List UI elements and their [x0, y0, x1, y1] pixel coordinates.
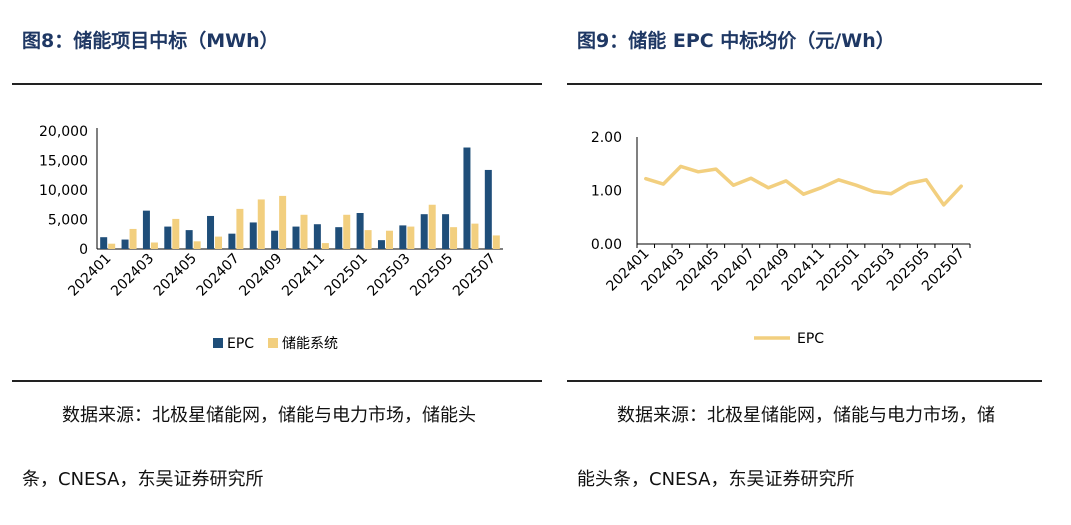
bar-system — [450, 227, 458, 249]
bar-epc — [292, 226, 300, 249]
bar-system — [407, 226, 415, 249]
y-tick-label: 0 — [79, 242, 88, 258]
x-tick-label: 202503 — [365, 251, 414, 300]
bar-epc — [121, 239, 129, 249]
right-source-note: 数据来源：北极星储能网，储能与电力市场，储 能头条，CNESA，东吴证券研究所 — [577, 384, 1047, 512]
x-tick-label: 202507 — [450, 251, 499, 300]
bar-system — [492, 235, 500, 249]
x-tick-label: 202407 — [194, 251, 243, 300]
bar-system — [193, 241, 201, 249]
bar-system — [385, 230, 393, 249]
bar-system — [129, 228, 137, 249]
bar-epc — [100, 237, 108, 249]
right-top-rule — [567, 83, 1042, 85]
bar-epc — [420, 214, 428, 249]
bar-system — [343, 214, 351, 249]
x-tick-label: 202409 — [236, 251, 285, 300]
y-tick-label: 1.00 — [591, 184, 622, 200]
y-tick-label: 0.00 — [591, 237, 622, 253]
line-series-epc — [644, 164, 963, 207]
bar-epc — [356, 213, 364, 249]
left-source-line-2: 条，CNESA，东吴证券研究所 — [22, 469, 264, 490]
y-tick-label: 2.00 — [591, 130, 622, 146]
bar-epc — [399, 225, 407, 249]
left-bottom-rule — [12, 380, 542, 382]
bar-epc — [207, 215, 215, 249]
y-tick-label: 10,000 — [39, 183, 88, 199]
right-figure-panel: 图9：储能 EPC 中标均价（元/Wh） 2.00 1.00 0.00 202401 2… — [555, 0, 1071, 525]
bar-system — [150, 242, 158, 249]
bar-system — [321, 243, 329, 249]
bar-epc — [377, 240, 385, 249]
right-source-line-2: 能头条，CNESA，东吴证券研究所 — [577, 469, 855, 490]
bar-epc — [463, 147, 471, 249]
bar-system — [364, 230, 372, 249]
bar-system — [428, 204, 436, 249]
bar-epc — [228, 233, 236, 249]
left-source-note: 数据来源：北极星储能网，储能与电力市场，储能头 条，CNESA，东吴证券研究所 — [22, 384, 542, 512]
bar-system — [471, 223, 479, 249]
bar-epc — [185, 230, 193, 249]
legend-label-epc: EPC — [797, 331, 824, 347]
bar-system — [215, 236, 223, 249]
bar-epc — [335, 227, 343, 249]
right-figure-title: 图9：储能 EPC 中标均价（元/Wh） — [577, 30, 895, 52]
bar-system — [257, 199, 265, 249]
legend-swatch-system — [268, 338, 278, 348]
bar-epc — [164, 226, 172, 249]
bar-epc — [442, 214, 450, 249]
right-bottom-rule — [567, 380, 1042, 382]
bar-epc — [484, 169, 492, 249]
y-tick-label: 5,000 — [48, 213, 88, 229]
y-tick-label: 15,000 — [39, 154, 88, 170]
left-source-line-1: 数据来源：北极星储能网，储能与电力市场，储能头 — [62, 405, 476, 426]
left-top-rule — [12, 83, 542, 85]
legend-swatch-epc — [213, 338, 223, 348]
bar-system — [279, 195, 287, 249]
x-tick-label: 202401 — [65, 251, 114, 300]
right-source-line-1: 数据来源：北极星储能网，储能与电力市场，储 — [617, 405, 995, 426]
x-tick-label: 202505 — [407, 251, 456, 300]
line-chart: 2.001.000.002024012024032024052024072024… — [591, 130, 971, 347]
bar-epc — [142, 210, 150, 249]
bar-chart: 20,00015,00010,0005,00002024012024032024… — [39, 124, 503, 352]
bar-epc — [271, 230, 279, 249]
left-figure-panel: 图8：储能项目中标（MWh） 20,000 15,000 10,000 5,000 0 2… — [12, 30, 542, 512]
legend-label-system: 储能系统 — [282, 336, 338, 352]
bar-epc — [249, 222, 257, 249]
bar-system — [108, 243, 116, 249]
legend-label-epc: EPC — [227, 336, 254, 352]
bar-system — [172, 218, 180, 249]
bar-system — [300, 214, 308, 249]
bar-system — [236, 208, 244, 249]
y-tick-label: 20,000 — [39, 124, 88, 140]
x-tick-label: 202411 — [279, 251, 328, 300]
x-tick-label: 202403 — [108, 251, 157, 300]
bar-epc — [313, 224, 321, 249]
x-tick-label: 202501 — [322, 251, 371, 300]
x-tick-label: 202405 — [151, 251, 200, 300]
left-figure-title: 图8：储能项目中标（MWh） — [22, 30, 279, 52]
